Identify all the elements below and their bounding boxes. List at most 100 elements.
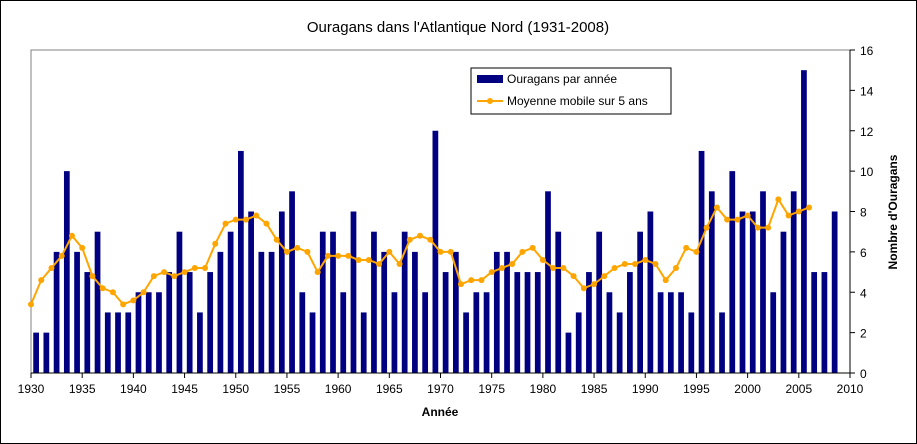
bar-1937: [104, 312, 111, 373]
x-tick-label-1955: 1955: [274, 382, 301, 396]
bars-series: [33, 70, 838, 373]
legend-label-line: Moyenne mobile sur 5 ans: [507, 94, 648, 108]
bar-1938: [115, 312, 121, 373]
bar-1939: [125, 312, 132, 373]
bar-1959: [330, 231, 336, 373]
x-tick-label-1940: 1940: [120, 382, 147, 396]
legend-line-marker: [487, 98, 493, 104]
y-tick-label-2: 2: [860, 327, 867, 341]
moving-average-point-1947: [202, 265, 209, 272]
bar-1968: [422, 292, 429, 373]
moving-average-point-1961: [345, 252, 352, 259]
moving-average-point-1954: [273, 236, 280, 243]
moving-average-point-1932: [48, 265, 55, 272]
bar-1972: [463, 312, 469, 373]
bar-1951: [248, 211, 254, 373]
bar-1941: [145, 292, 152, 373]
moving-average-point-1990: [642, 256, 649, 263]
bar-1976: [504, 251, 510, 373]
x-tick-label-1970: 1970: [427, 382, 454, 396]
x-tick-label-1945: 1945: [171, 382, 198, 396]
y-axis-title: Nombre d'Ouragans: [886, 154, 900, 269]
bar-1975: [493, 251, 500, 373]
moving-average-point-1969: [427, 236, 434, 243]
moving-average-point-1980: [539, 256, 546, 263]
legend-label-bars: Ouragans par année: [507, 72, 617, 86]
x-tick-label-1995: 1995: [683, 382, 710, 396]
bar-1983: [575, 312, 582, 373]
moving-average-point-2002: [765, 224, 772, 231]
bar-1936: [94, 231, 101, 373]
moving-average-point-1937: [99, 285, 106, 292]
legend-bar-swatch: [477, 75, 503, 83]
bar-1987: [616, 312, 623, 373]
moving-average-point-1982: [560, 265, 567, 272]
moving-average-point-1931: [38, 277, 45, 284]
bar-1942: [156, 292, 162, 373]
bar-1955: [289, 191, 295, 373]
moving-average-point-1948: [212, 240, 219, 247]
moving-average-point-1939: [120, 301, 127, 308]
bar-1978: [524, 272, 531, 373]
moving-average-point-1949: [222, 220, 229, 227]
bar-2006: [811, 272, 818, 373]
moving-average-point-1935: [79, 244, 86, 251]
y-tick-label-8: 8: [860, 206, 867, 220]
bar-1943: [166, 272, 173, 373]
moving-average-point-1978: [519, 248, 526, 255]
moving-average-point-1977: [509, 260, 516, 267]
y-tick-label-14: 14: [860, 84, 874, 98]
moving-average-point-1986: [601, 273, 608, 280]
moving-average-point-1996: [703, 224, 710, 231]
x-tick-label-1980: 1980: [530, 382, 557, 396]
bar-1974: [483, 292, 490, 373]
x-tick-label-2005: 2005: [785, 382, 812, 396]
moving-average-point-1984: [580, 285, 587, 292]
bar-1944: [176, 231, 183, 373]
x-tick-label-1935: 1935: [69, 382, 96, 396]
bar-1935: [84, 272, 91, 373]
y-tick-label-10: 10: [860, 165, 874, 179]
bar-1945: [186, 272, 193, 373]
x-tick-label-2010: 2010: [837, 382, 864, 396]
moving-average-point-1958: [314, 269, 321, 276]
moving-average-point-1966: [396, 260, 403, 267]
moving-average-point-1999: [734, 216, 741, 223]
moving-average-point-1933: [58, 252, 65, 259]
bar-2007: [821, 272, 828, 373]
moving-average-point-1972: [457, 281, 464, 288]
x-tick-label-1990: 1990: [632, 382, 659, 396]
moving-average-point-1983: [570, 273, 577, 280]
moving-average-point-1985: [591, 281, 598, 288]
bar-2005: [801, 70, 807, 373]
bar-1956: [299, 292, 306, 373]
bar-1993: [678, 292, 684, 373]
bar-1933: [63, 171, 70, 373]
bar-1963: [371, 231, 377, 373]
bar-1931: [43, 332, 50, 373]
x-tick-label-1950: 1950: [222, 382, 249, 396]
bar-1989: [637, 231, 643, 373]
x-tick-label-1965: 1965: [376, 382, 403, 396]
moving-average-point-2005: [795, 208, 802, 215]
bar-1980: [545, 191, 551, 373]
x-tick-label-1985: 1985: [581, 382, 608, 396]
bar-1949: [227, 231, 234, 373]
moving-average-point-1989: [632, 260, 639, 267]
bar-1960: [340, 292, 347, 373]
x-tick-label-2000: 2000: [734, 382, 761, 396]
bar-1999: [739, 211, 746, 373]
moving-average-point-1953: [263, 220, 270, 227]
moving-average-point-2003: [775, 196, 782, 203]
bar-1946: [197, 312, 203, 373]
bar-1992: [667, 292, 674, 373]
bar-1967: [412, 251, 418, 373]
bar-1954: [278, 211, 285, 373]
bar-2001: [760, 191, 766, 373]
moving-average-point-1997: [713, 204, 720, 211]
moving-average-point-1981: [550, 265, 557, 272]
bar-1998: [729, 171, 736, 373]
moving-average-point-1950: [232, 216, 239, 223]
moving-average-point-2006: [806, 204, 813, 211]
moving-average-point-1965: [386, 248, 393, 255]
